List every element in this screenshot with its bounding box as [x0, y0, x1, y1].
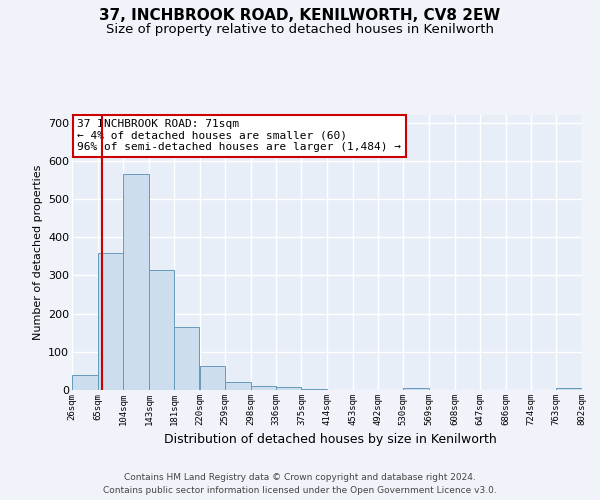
Text: Contains HM Land Registry data © Crown copyright and database right 2024.: Contains HM Land Registry data © Crown c… [124, 472, 476, 482]
Bar [123, 174, 149, 390]
Text: Size of property relative to detached houses in Kenilworth: Size of property relative to detached ho… [106, 22, 494, 36]
Text: Distribution of detached houses by size in Kenilworth: Distribution of detached houses by size … [164, 432, 496, 446]
Text: 37 INCHBROOK ROAD: 71sqm
← 4% of detached houses are smaller (60)
96% of semi-de: 37 INCHBROOK ROAD: 71sqm ← 4% of detache… [77, 119, 401, 152]
Bar [149, 270, 174, 390]
Bar [301, 389, 327, 390]
Text: Contains public sector information licensed under the Open Government Licence v3: Contains public sector information licen… [103, 486, 497, 495]
Bar [72, 374, 98, 390]
Text: 37, INCHBROOK ROAD, KENILWORTH, CV8 2EW: 37, INCHBROOK ROAD, KENILWORTH, CV8 2EW [100, 8, 500, 22]
Bar [199, 366, 225, 390]
Bar [174, 327, 199, 390]
Bar [251, 386, 276, 390]
Bar [98, 252, 123, 390]
Bar [403, 388, 429, 390]
Bar [225, 382, 251, 390]
Y-axis label: Number of detached properties: Number of detached properties [32, 165, 43, 340]
Bar [276, 388, 301, 390]
Bar [556, 388, 582, 390]
